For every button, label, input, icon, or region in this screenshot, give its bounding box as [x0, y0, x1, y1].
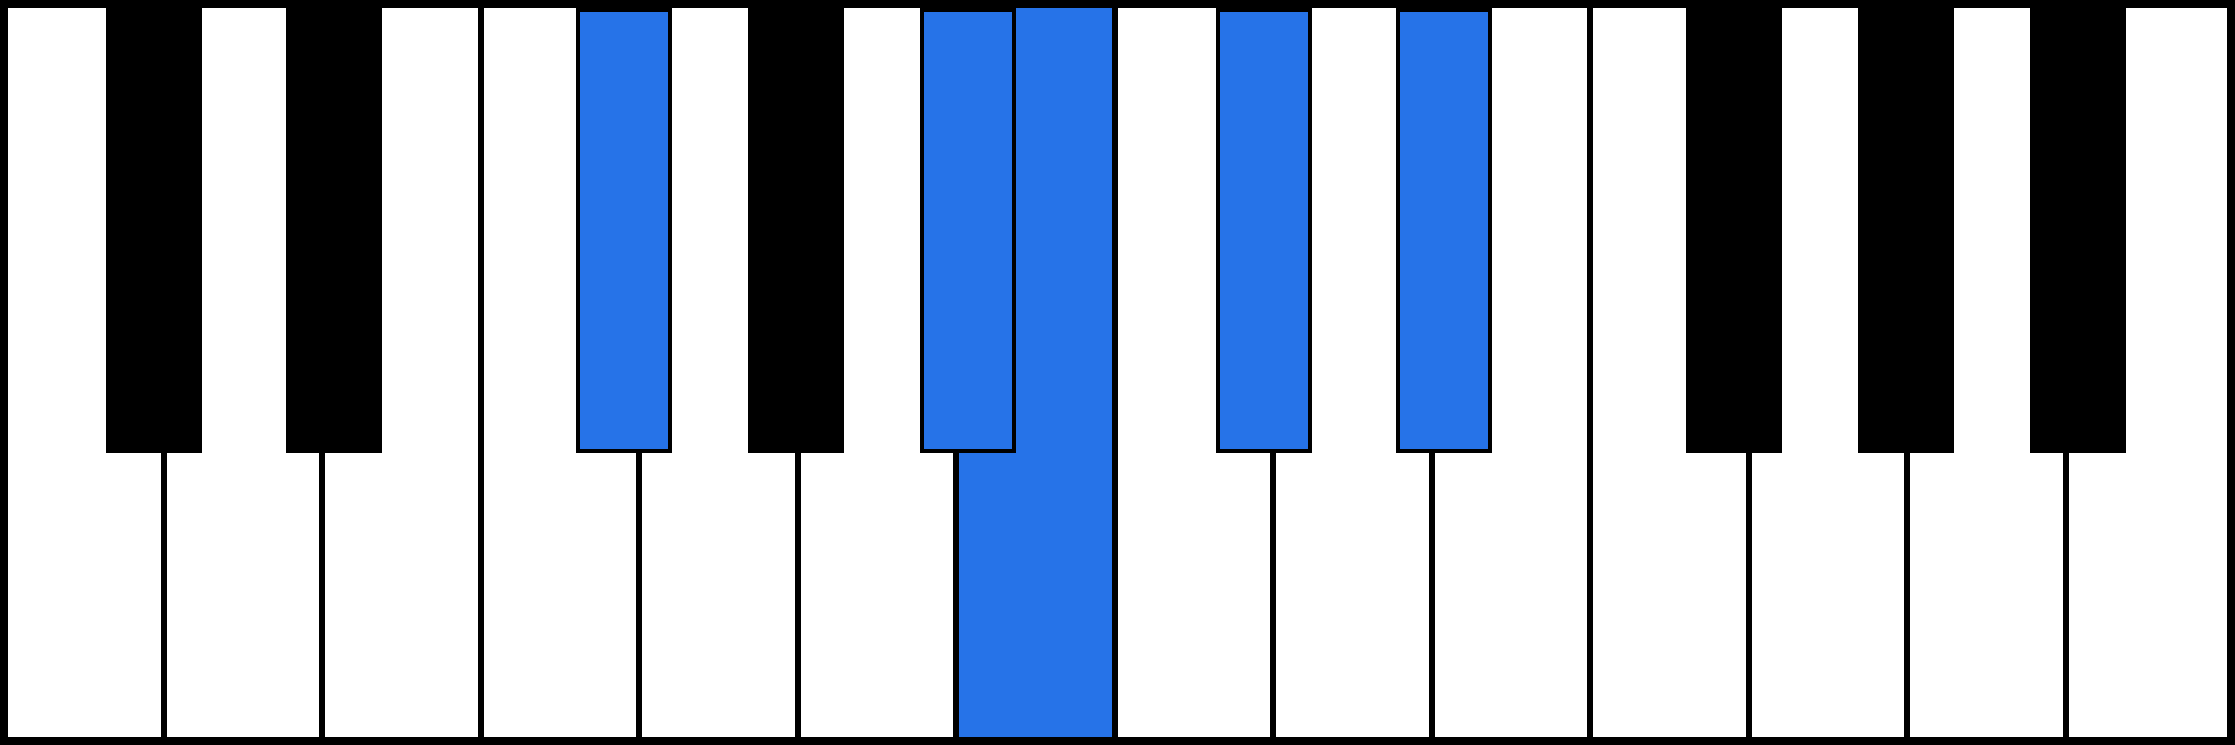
black-key-Fsharp-7 — [1686, 8, 1782, 453]
black-key-Csharp-5 — [1216, 8, 1312, 453]
black-key-Gsharp-3 — [748, 8, 844, 453]
black-key-Dsharp-6 — [1396, 8, 1492, 453]
black-key-Asharp-4 — [920, 8, 1016, 453]
piano-keyboard — [0, 0, 2235, 745]
black-key-Csharp-0 — [106, 8, 202, 453]
black-key-Dsharp-1 — [286, 8, 382, 453]
black-key-Fsharp-2 — [576, 8, 672, 453]
black-key-Gsharp-8 — [1858, 8, 1954, 453]
black-key-Asharp-9 — [2030, 8, 2126, 453]
